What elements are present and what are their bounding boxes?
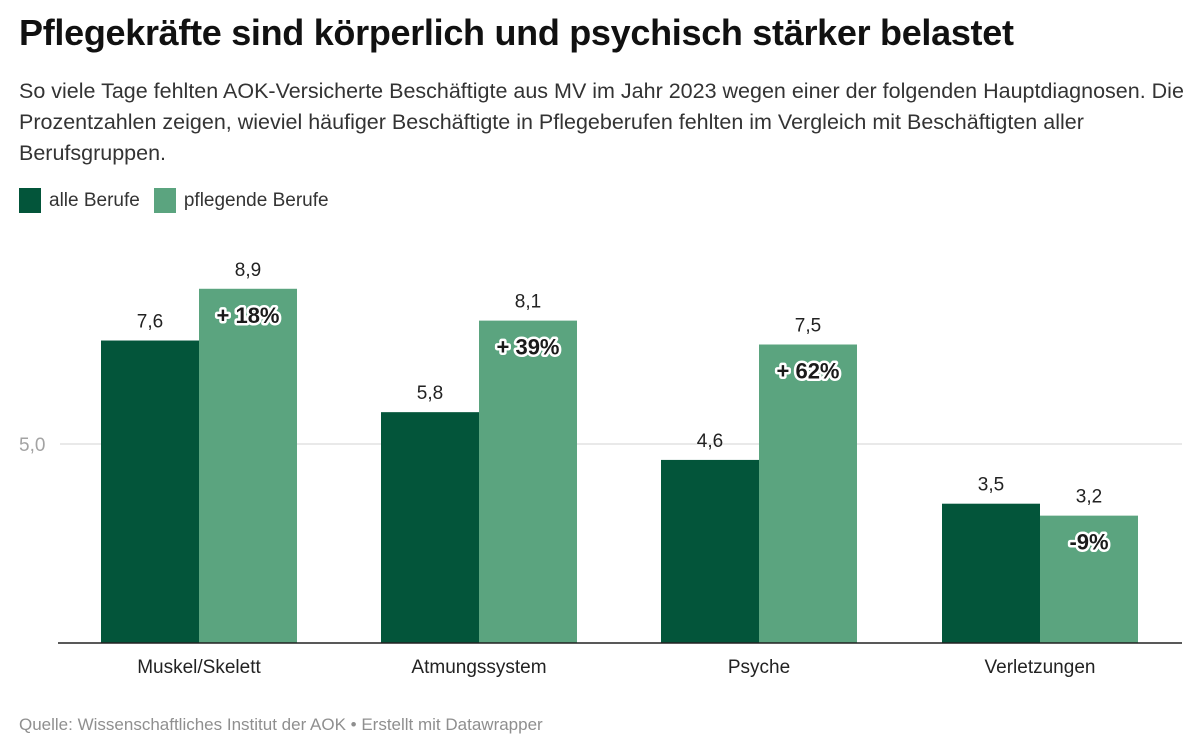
x-category-label: Verletzungen: [985, 657, 1096, 678]
bar-pflegende-berufe: [199, 288, 297, 643]
chart-subtitle: So viele Tage fehlten AOK-Versicherte Be…: [19, 79, 1184, 165]
legend-label-pflegende-berufe: pflegende Berufe: [183, 189, 329, 211]
chart-title: Pflegekräfte sind körperlich und psychis…: [19, 12, 1014, 53]
data-label: 8,9: [235, 260, 261, 281]
bar-pflegende-berufe: [1040, 515, 1138, 643]
bar-pflegende-berufe: [479, 320, 577, 643]
bar-pflegende-berufe: [759, 344, 857, 643]
bar-alle-berufe: [661, 459, 759, 643]
percent-annotation: + 62%: [777, 359, 840, 384]
x-category-label: Muskel/Skelett: [137, 657, 261, 678]
legend-label-alle-berufe: alle Berufe: [49, 189, 140, 211]
data-label: 3,2: [1076, 487, 1102, 508]
legend-item-pflegende-berufe: pflegende Berufe: [153, 188, 329, 213]
data-label: 7,5: [795, 316, 821, 337]
legend-swatch-alle-berufe: [19, 188, 41, 213]
data-label: 7,6: [137, 312, 163, 333]
legend-item-alle-berufe: alle Berufe: [19, 188, 140, 213]
percent-annotation: + 18%: [217, 303, 280, 328]
data-label: 8,1: [515, 292, 541, 313]
legend-swatch-pflegende-berufe: [153, 188, 176, 213]
x-category-label: Atmungssystem: [411, 657, 546, 678]
bar-alle-berufe: [942, 503, 1040, 643]
legend: alle Berufe pflegende Berufe: [19, 188, 343, 213]
y-tick-label: 5,0: [19, 435, 45, 456]
data-label: 4,6: [697, 431, 723, 452]
bar-alle-berufe: [381, 412, 479, 643]
data-label: 3,5: [978, 475, 1004, 496]
data-label: 5,8: [417, 383, 443, 404]
bar-alle-berufe: [101, 340, 199, 643]
percent-annotation: -9%: [1069, 530, 1108, 555]
source-note: Quelle: Wissenschaftliches Institut der …: [19, 715, 543, 734]
percent-annotation: + 39%: [497, 335, 560, 360]
x-category-label: Psyche: [728, 657, 790, 678]
